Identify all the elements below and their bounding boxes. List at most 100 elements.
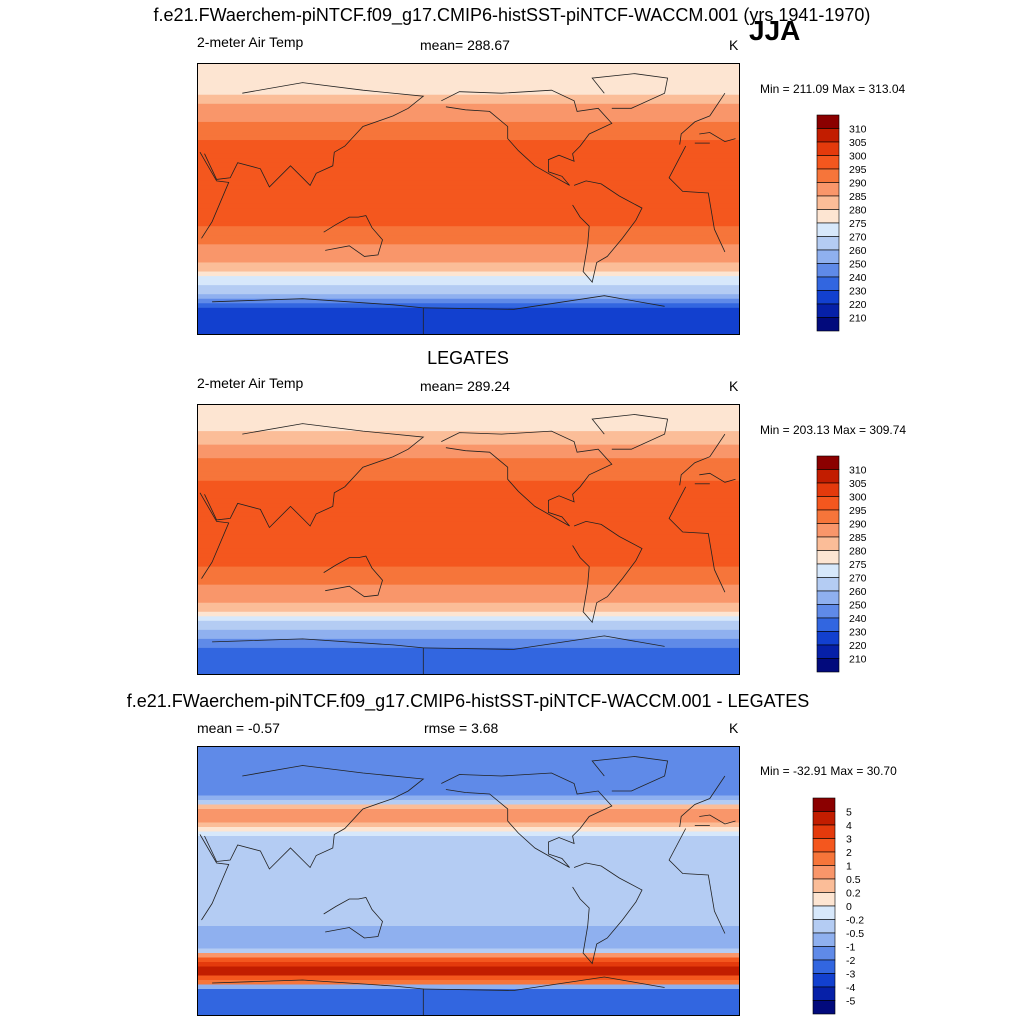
coastline — [699, 132, 736, 143]
colorbar-tick-label: 0.5 — [846, 874, 861, 886]
map-band — [197, 625, 740, 631]
map-band — [197, 980, 740, 985]
map-band — [197, 431, 740, 437]
map-band — [197, 791, 740, 796]
coastline — [323, 215, 383, 257]
map-band — [197, 786, 740, 792]
map-band — [197, 953, 740, 958]
map-band — [197, 890, 740, 895]
map-band — [197, 476, 740, 482]
map-band — [197, 221, 740, 227]
map-band — [197, 562, 740, 568]
map-band — [197, 212, 740, 218]
colorbar-box — [812, 824, 836, 839]
map-band — [197, 453, 740, 459]
colorbar-box — [812, 811, 836, 826]
map-band — [197, 126, 740, 132]
map-band — [197, 503, 740, 509]
coastline — [423, 295, 665, 310]
map-band — [197, 144, 740, 150]
colorbar-tick-label: 3 — [846, 834, 852, 846]
panel1-minmax-label: Min = 211.09 Max = 313.04 — [760, 82, 906, 96]
colorbar-box — [816, 550, 840, 565]
map-band — [197, 262, 740, 268]
map-band — [197, 235, 740, 241]
map-band — [197, 616, 740, 622]
map-band — [197, 876, 740, 882]
map-band — [197, 584, 740, 590]
colorbar-tick-label: 250 — [849, 259, 867, 271]
colorbar-box — [812, 905, 836, 920]
map-band — [197, 827, 740, 832]
colorbar-tick-label: 310 — [849, 465, 867, 477]
model-temperature-map — [197, 63, 740, 335]
map-band — [197, 180, 740, 186]
colorbar-tick-label: 295 — [849, 164, 867, 176]
map-band — [197, 413, 740, 419]
map-band — [197, 485, 740, 491]
colorbar-box — [816, 631, 840, 646]
colorbar-tick-label: 210 — [849, 313, 867, 325]
colorbar-tick-label: -3 — [846, 969, 855, 981]
map-band — [197, 998, 740, 1003]
colorbar-tick-label: -2 — [846, 955, 855, 967]
colorbar-box — [816, 195, 840, 210]
map-band — [197, 99, 740, 105]
map-band — [197, 948, 740, 954]
colorbar-box — [812, 986, 836, 1001]
map-band — [197, 108, 740, 114]
panel1-variable-label: 2-meter Air Temp — [197, 34, 304, 50]
map-band — [197, 462, 740, 468]
colorbar-box — [816, 303, 840, 318]
coastline — [679, 92, 726, 145]
map-band — [197, 189, 740, 195]
map-band — [197, 548, 740, 554]
colorbar-box — [812, 878, 836, 893]
map-band — [197, 818, 740, 823]
map-band — [197, 404, 740, 410]
map-band — [197, 903, 740, 909]
map-band — [197, 303, 740, 309]
map-band — [197, 894, 740, 900]
colorbar-tick-label: 280 — [849, 205, 867, 217]
coastline — [441, 772, 613, 868]
map-band — [197, 185, 740, 191]
colorbar-tick-label: 240 — [849, 272, 867, 284]
coastline — [668, 486, 726, 593]
map-band — [197, 312, 740, 318]
map-band — [197, 226, 740, 232]
coastline — [423, 635, 665, 650]
map-band — [197, 800, 740, 805]
colorbar-tick-label: 285 — [849, 532, 867, 544]
map-band — [197, 330, 740, 335]
coastline — [441, 430, 613, 527]
map-band — [197, 321, 740, 327]
panel1-mean-label: mean= 288.67 — [420, 37, 510, 53]
map-band — [197, 507, 740, 513]
colorbar-box — [812, 851, 836, 866]
map-band — [197, 285, 740, 291]
map-band — [197, 294, 740, 300]
colorbar-tick-label: 300 — [849, 492, 867, 504]
colorbar-tick-label: 310 — [849, 124, 867, 136]
colorbar-tick-label: 305 — [849, 478, 867, 490]
colorbar-box — [816, 455, 840, 470]
map-band — [197, 867, 740, 873]
map-frame — [197, 63, 740, 335]
map-band — [197, 602, 740, 608]
map-band — [197, 444, 740, 450]
map-band — [197, 199, 740, 205]
map-band — [197, 620, 740, 626]
coastline — [572, 862, 643, 965]
map-band — [197, 777, 740, 783]
map-band — [197, 854, 740, 859]
map-band — [197, 768, 740, 774]
colorbar-box — [816, 222, 840, 237]
coastline — [212, 979, 424, 1016]
coastline — [699, 814, 736, 825]
coastline — [699, 472, 736, 483]
colorbar-tick-label: 230 — [849, 627, 867, 639]
colorbar-tick-label: 300 — [849, 151, 867, 163]
map-band — [197, 984, 740, 990]
colorbar-tick-label: -0.5 — [846, 928, 864, 940]
